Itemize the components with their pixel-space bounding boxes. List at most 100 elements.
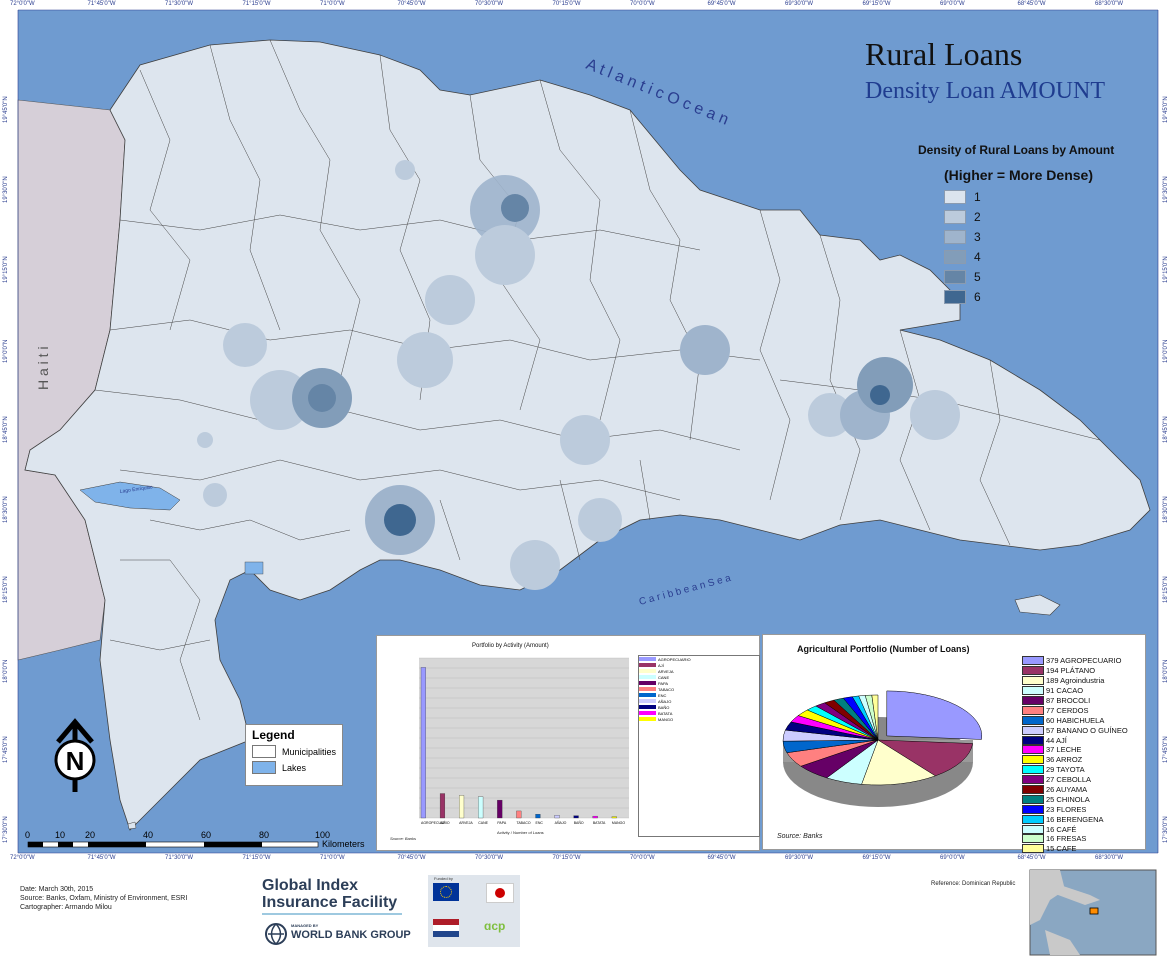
lake-enriquillo: [79, 481, 181, 511]
bar-legend-item: PAPA: [639, 680, 759, 686]
legend-label: Municipalities: [282, 746, 337, 757]
latitude-label: 19°15'0"N: [3, 256, 9, 283]
density-swatch: [944, 270, 966, 284]
bar-category-label: MANGO: [612, 821, 626, 825]
bar-legend-swatch: [639, 699, 656, 703]
density-swatch: [944, 190, 966, 204]
pie-legend-label: 77 CERDOS: [1046, 705, 1089, 715]
longitude-label: 69°0'0"W: [940, 1, 965, 7]
bar-legend-item: TABACO: [639, 686, 759, 692]
longitude-label: 69°15'0"W: [862, 855, 891, 861]
pie-legend-swatch: [1022, 686, 1044, 696]
legend-swatch: [252, 761, 276, 774]
density-swatch: [944, 250, 966, 264]
longitude-label: 70°0'0"W: [630, 1, 655, 7]
gif-logo-line1: Global Index: [262, 877, 359, 894]
pie-legend-swatch: [1022, 834, 1044, 844]
bar-legend-swatch: [639, 711, 656, 715]
pie-legend-item: 15 CAFE: [1022, 844, 1132, 854]
bar: [420, 667, 426, 819]
density-swatch: [944, 290, 966, 304]
bar-legend-label: BAÑO: [658, 704, 670, 710]
date-text: Date: March 30th, 2015: [20, 886, 94, 893]
bar-legend-item: ARVEJA: [639, 668, 759, 674]
bar-category-label: AGROPECUARIO: [421, 821, 450, 825]
pie-legend-swatch: [1022, 735, 1044, 745]
pie-legend-item: 37 LECHE: [1022, 745, 1132, 755]
latitude-label: 17°45'0"N: [1163, 736, 1169, 763]
pie-legend-swatch: [1022, 666, 1044, 676]
latitude-label: 18°15'0"N: [1163, 576, 1169, 603]
longitude-label: 70°15'0"W: [552, 1, 581, 7]
haiti-label: H a i t i: [35, 346, 51, 390]
bar-legend-item: ENC: [639, 692, 759, 698]
longitude-label: 69°30'0"W: [785, 1, 814, 7]
pie-legend-item: 87 BROCOLI: [1022, 696, 1132, 706]
bar-category-label: BATATA: [593, 821, 606, 825]
bar-legend-label: PAPA: [658, 680, 669, 686]
longitude-label: 70°30'0"W: [475, 855, 504, 861]
bar-legend-swatch: [639, 681, 656, 685]
pie-legend-label: 25 CHINOLA: [1046, 794, 1090, 804]
bar-legend-label: AGROPECUARIO: [658, 656, 691, 662]
north-arrow: N: [54, 718, 96, 792]
latitude-label: 18°30'0"N: [3, 496, 9, 523]
bar-legend-item: AÑAJO: [639, 698, 759, 704]
scale-tick-label: 20: [85, 830, 96, 840]
density-surface: [197, 160, 960, 590]
pie-legend-label: 36 ARROZ: [1046, 755, 1083, 765]
density-class-label: 4: [974, 250, 981, 264]
japan-flag-icon: [486, 883, 514, 903]
longitude-label: 71°0'0"W: [320, 1, 345, 7]
density-class-2: 2: [944, 210, 981, 224]
pie-legend-swatch: [1022, 775, 1044, 785]
pie-legend-label: 16 FRESAS: [1046, 834, 1087, 844]
map-legend: Legend Municipalities Lakes: [245, 724, 343, 786]
pie-legend-label: 27 CEBOLLA: [1046, 775, 1092, 785]
pie-legend-item: 26 AUYAMA: [1022, 785, 1132, 795]
funders-panel: Funded by ɑcp: [428, 875, 520, 947]
bar-category-label: CANE: [478, 821, 488, 825]
pie-chart-source: Source: Banks: [777, 833, 823, 840]
pie-legend-item: 16 BERENGENA: [1022, 814, 1132, 824]
bar-legend-swatch: [639, 669, 656, 673]
bar: [535, 814, 541, 819]
north-label: N: [66, 746, 85, 776]
pie-legend-swatch: [1022, 755, 1044, 765]
map-title: Rural Loans: [865, 36, 1023, 72]
bar-legend-swatch: [639, 693, 656, 697]
graticule: [17, 9, 1159, 854]
pie-legend-item: 77 CERDOS: [1022, 705, 1132, 715]
density-legend-subtitle: (Higher = More Dense): [944, 167, 1093, 183]
longitude-label: 69°15'0"W: [862, 1, 891, 7]
legend-swatch: [252, 745, 276, 758]
pie-legend-label: 189 Agroindustria: [1046, 676, 1105, 686]
bar-legend-label: MANGO: [658, 716, 674, 722]
bar-category-label: BAÑO: [574, 820, 584, 825]
map-subtitle: Density Loan AMOUNT: [865, 78, 1105, 104]
density-class-label: 5: [974, 270, 981, 284]
latitude-label: 19°45'0"N: [3, 96, 9, 123]
pie-legend-swatch: [1022, 715, 1044, 725]
pie-legend-label: 87 BROCOLI: [1046, 696, 1091, 705]
pie-chart-panel: Agricultural Portfolio (Number of Loans)…: [762, 634, 1146, 850]
legend-label: Lakes: [282, 762, 307, 773]
longitude-label: 71°15'0"W: [242, 855, 271, 861]
longitude-label: 69°30'0"W: [785, 855, 814, 861]
longitude-label: 68°30'0"W: [1095, 855, 1124, 861]
pie-legend-item: 91 CACAO: [1022, 686, 1132, 696]
latitude-label: 17°45'0"N: [3, 736, 9, 763]
density-legend-title: Density of Rural Loans by Amount: [918, 143, 1115, 157]
pie-legend-swatch: [1022, 765, 1044, 775]
pie-legend-label: 23 FLORES: [1046, 804, 1087, 814]
pie-legend-item: 44 AJÍ: [1022, 735, 1132, 745]
pie-chart-legend: 379 AGROPECUARIO 194 PLÁTANO 189 Agroindus…: [1022, 656, 1132, 854]
longitude-label: 68°30'0"W: [1095, 1, 1124, 7]
longitude-label: 70°45'0"W: [397, 855, 426, 861]
acp-logo-icon: ɑcp: [484, 919, 506, 933]
pie-legend-label: 16 CAFÉ: [1046, 824, 1077, 834]
eu-flag-icon: [433, 883, 459, 901]
bar-category-label: ARVEJA: [459, 821, 473, 825]
scale-tick-label: 40: [143, 830, 154, 840]
